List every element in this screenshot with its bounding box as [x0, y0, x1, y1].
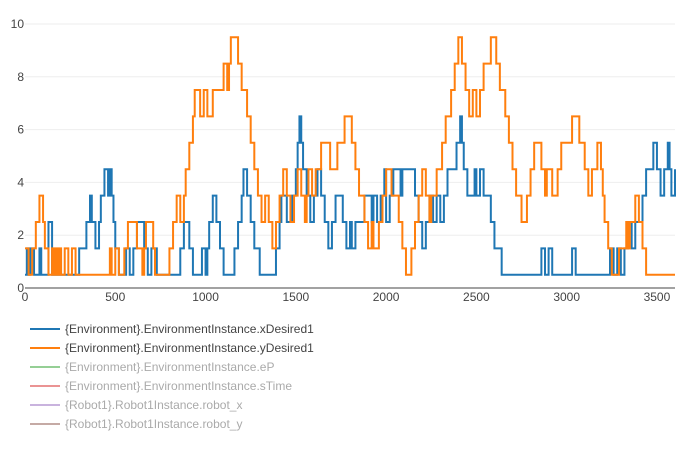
legend-item-4[interactable]: {Environment}.EnvironmentInstance.sTime — [30, 376, 314, 395]
series-layer — [25, 36, 676, 276]
x-tick-label: 3000 — [553, 290, 580, 304]
legend-swatch — [30, 346, 60, 349]
legend-item-1[interactable]: {Environment}.EnvironmentInstance.xDesir… — [30, 319, 314, 338]
x-tick-label: 0 — [22, 290, 29, 304]
legend-swatch — [30, 403, 60, 406]
legend-swatch — [30, 327, 60, 330]
x-tick-label: 2000 — [373, 290, 400, 304]
legend-swatch — [30, 422, 60, 425]
legend-label: {Robot1}.Robot1Instance.robot_y — [65, 416, 243, 431]
y-tick-label: 6 — [17, 123, 24, 137]
grid-lines — [25, 23, 675, 236]
legend-label: {Environment}.EnvironmentInstance.eP — [65, 359, 275, 374]
legend-label: {Environment}.EnvironmentInstance.xDesir… — [65, 321, 314, 336]
legend-swatch — [30, 365, 60, 368]
line-chart: 0 500 1000 1500 2000 2500 3000 3500 0 2 4 6 8 10 — [11, 17, 676, 304]
legend-item-6[interactable]: {Robot1}.Robot1Instance.robot_y — [30, 414, 314, 433]
legend-label: {Environment}.EnvironmentInstance.sTime — [65, 378, 292, 393]
legend-label: {Robot1}.Robot1Instance.robot_x — [65, 397, 243, 412]
legend-label: {Environment}.EnvironmentInstance.yDesir… — [65, 340, 314, 355]
x-tick-labels: 0 500 1000 1500 2000 2500 3000 3500 — [22, 290, 671, 304]
legend-swatch — [30, 384, 60, 387]
legend: {Environment}.EnvironmentInstance.xDesir… — [30, 319, 314, 433]
x-tick-label: 3500 — [644, 290, 671, 304]
y-tick-labels: 0 2 4 6 8 10 — [11, 17, 25, 295]
y-tick-label: 4 — [17, 175, 24, 189]
x-tick-label: 2500 — [463, 290, 490, 304]
series-line-1 — [25, 115, 676, 276]
y-tick-label: 0 — [17, 281, 24, 295]
y-tick-label: 8 — [17, 70, 24, 84]
y-tick-label: 2 — [17, 228, 24, 242]
series-line-2 — [25, 36, 675, 276]
x-tick-label: 1500 — [282, 290, 309, 304]
legend-item-2[interactable]: {Environment}.EnvironmentInstance.yDesir… — [30, 338, 314, 357]
legend-item-5[interactable]: {Robot1}.Robot1Instance.robot_x — [30, 395, 314, 414]
y-tick-label: 10 — [11, 17, 25, 31]
x-tick-label: 500 — [105, 290, 125, 304]
legend-item-3[interactable]: {Environment}.EnvironmentInstance.eP — [30, 357, 314, 376]
x-tick-label: 1000 — [192, 290, 219, 304]
